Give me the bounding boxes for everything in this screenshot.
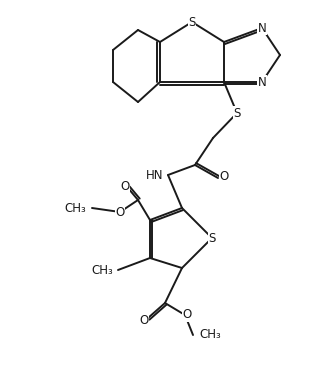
Text: CH₃: CH₃ [199, 329, 221, 342]
Text: N: N [257, 75, 266, 88]
Text: S: S [208, 231, 216, 244]
Text: CH₃: CH₃ [91, 264, 113, 277]
Text: S: S [188, 15, 196, 28]
Text: N: N [257, 21, 266, 34]
Text: O: O [219, 170, 229, 183]
Text: CH₃: CH₃ [64, 201, 86, 214]
Text: O: O [139, 314, 149, 327]
Text: O: O [120, 180, 130, 193]
Text: O: O [115, 206, 125, 218]
Text: O: O [182, 308, 192, 321]
Text: S: S [233, 106, 241, 119]
Text: HN: HN [145, 169, 163, 182]
